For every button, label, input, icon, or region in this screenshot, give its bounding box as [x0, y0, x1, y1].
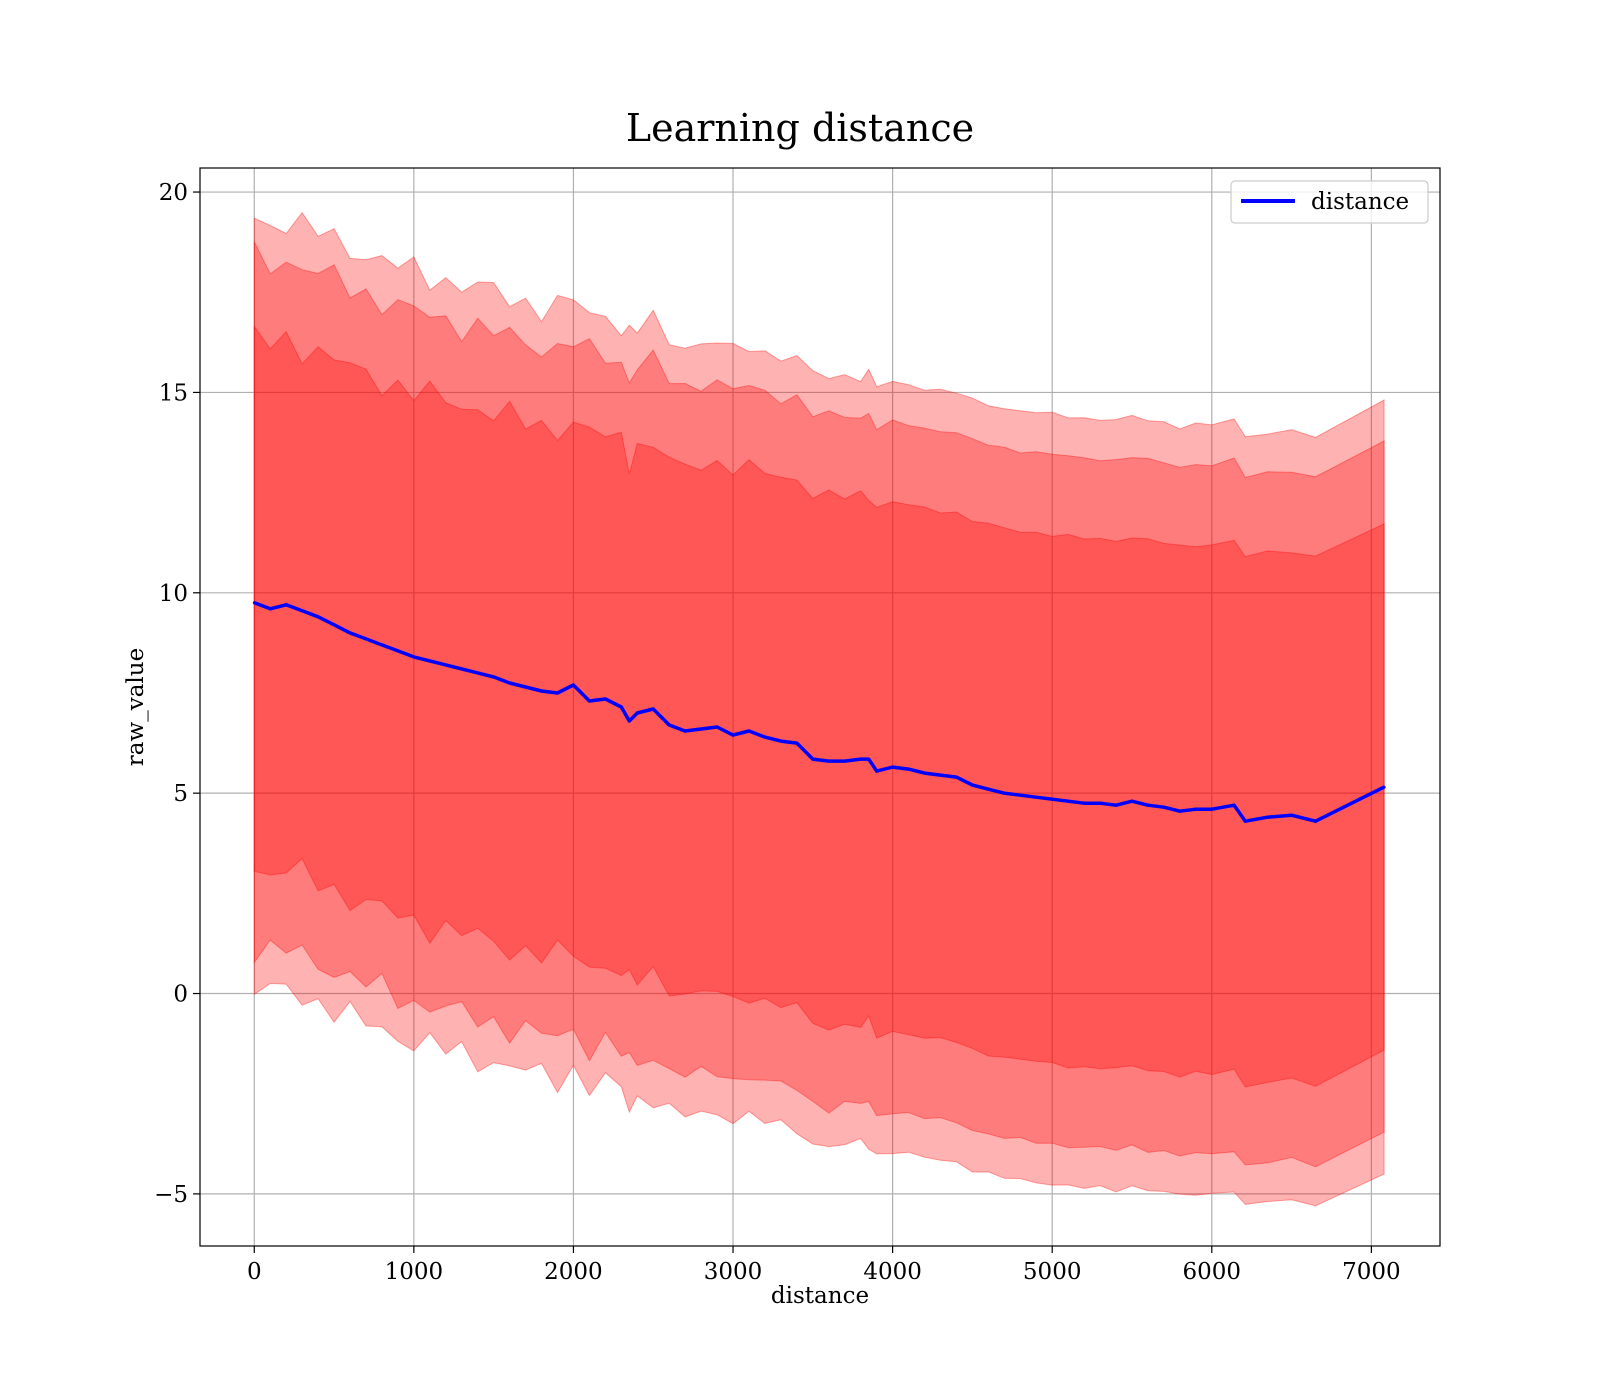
- data-point: [986, 787, 990, 791]
- data-point: [1266, 815, 1270, 819]
- data-point: [747, 729, 751, 733]
- data-point: [412, 655, 416, 659]
- data-point: [1002, 791, 1006, 795]
- data-point: [1210, 807, 1214, 811]
- data-point: [1178, 809, 1182, 813]
- series-lines: [252, 601, 1386, 823]
- x-tick-label: 3000: [704, 1259, 763, 1285]
- data-point: [699, 727, 703, 731]
- data-point: [923, 771, 926, 775]
- data-point: [587, 699, 591, 703]
- data-point: [939, 773, 942, 777]
- axis-ticks: 0 1000 2000 3000 4000 5000 6000 7000 −5 0 5 10 15 20: [154, 180, 1401, 1285]
- data-point: [763, 735, 767, 739]
- legend-box: [1230, 180, 1429, 224]
- x-tick-label: 2000: [544, 1259, 603, 1285]
- data-point: [284, 603, 288, 607]
- data-point: [1146, 803, 1150, 807]
- data-point: [300, 609, 304, 613]
- data-point: [779, 739, 783, 743]
- x-tick-label: 7000: [1342, 1259, 1401, 1285]
- data-point: [954, 775, 958, 779]
- x-tick-label: 6000: [1183, 1259, 1242, 1285]
- x-tick-label: 0: [247, 1259, 262, 1285]
- data-point: [1314, 819, 1317, 823]
- data-point: [540, 689, 543, 693]
- data-point: [970, 783, 974, 787]
- data-point: [364, 637, 368, 641]
- data-point: [1066, 799, 1070, 803]
- data-point: [332, 623, 336, 627]
- confidence-band: [253, 211, 1385, 1207]
- data-point: [875, 769, 879, 773]
- confidence-bands: [253, 211, 1385, 1207]
- confidence-band: [253, 324, 1385, 1088]
- data-point: [508, 681, 512, 685]
- data-point: [476, 671, 480, 675]
- data-point: [1114, 803, 1118, 807]
- data-point: [444, 663, 448, 667]
- y-tick-label: 15: [159, 380, 188, 406]
- data-point: [556, 691, 559, 695]
- data-point: [843, 759, 847, 763]
- data-point: [891, 765, 895, 769]
- data-point: [268, 607, 272, 611]
- data-point: [867, 757, 871, 761]
- data-point: [396, 649, 400, 653]
- data-point: [1194, 807, 1198, 811]
- data-point: [651, 707, 655, 711]
- data-point: [524, 685, 528, 689]
- chart-title: Learning distance: [626, 106, 974, 150]
- data-point: [907, 767, 911, 771]
- data-point: [571, 683, 575, 687]
- confidence-band: [253, 241, 1385, 1168]
- data-point: [1162, 805, 1166, 809]
- data-point: [428, 659, 432, 663]
- data-point: [1243, 819, 1247, 823]
- data-point: [627, 719, 631, 723]
- data-point: [1130, 799, 1134, 803]
- data-point: [683, 729, 687, 733]
- data-point: [380, 643, 384, 647]
- data-point: [811, 757, 815, 761]
- data-point: [316, 615, 320, 619]
- data-point: [1232, 803, 1236, 807]
- x-tick-label: 4000: [863, 1259, 922, 1285]
- y-tick-label: −5: [154, 1182, 188, 1208]
- legend-label-distance: distance: [1311, 189, 1409, 215]
- x-tick-label: 1000: [385, 1259, 444, 1285]
- data-point: [348, 631, 352, 635]
- y-tick-label: 20: [159, 180, 188, 206]
- data-point: [731, 733, 735, 737]
- data-point: [827, 759, 831, 763]
- data-point: [1034, 795, 1038, 799]
- data-point: [667, 723, 671, 727]
- data-point: [1018, 793, 1022, 797]
- grid: [200, 168, 1440, 1246]
- y-tick-label: 10: [159, 581, 188, 607]
- data-point: [492, 675, 496, 679]
- data-point: [460, 667, 464, 671]
- data-point: [859, 757, 863, 761]
- data-point: [1082, 801, 1086, 805]
- data-point: [1290, 813, 1294, 817]
- y-tick-label: 0: [173, 982, 188, 1008]
- data-point: [795, 741, 799, 745]
- x-tick-label: 5000: [1023, 1259, 1082, 1285]
- legend: distance: [1230, 180, 1429, 224]
- plot-frame: [199, 167, 1441, 1247]
- y-tick-label: 5: [173, 781, 188, 807]
- data-point: [619, 705, 623, 709]
- data-point: [603, 697, 607, 701]
- data-point: [715, 725, 719, 729]
- data-point: [1050, 797, 1054, 801]
- data-point: [252, 601, 256, 605]
- data-point: [1098, 801, 1102, 805]
- data-point: [635, 711, 639, 715]
- data-point: [1382, 785, 1386, 789]
- x-axis-label: distance: [771, 1283, 869, 1309]
- y-axis-label: raw_value: [123, 648, 149, 766]
